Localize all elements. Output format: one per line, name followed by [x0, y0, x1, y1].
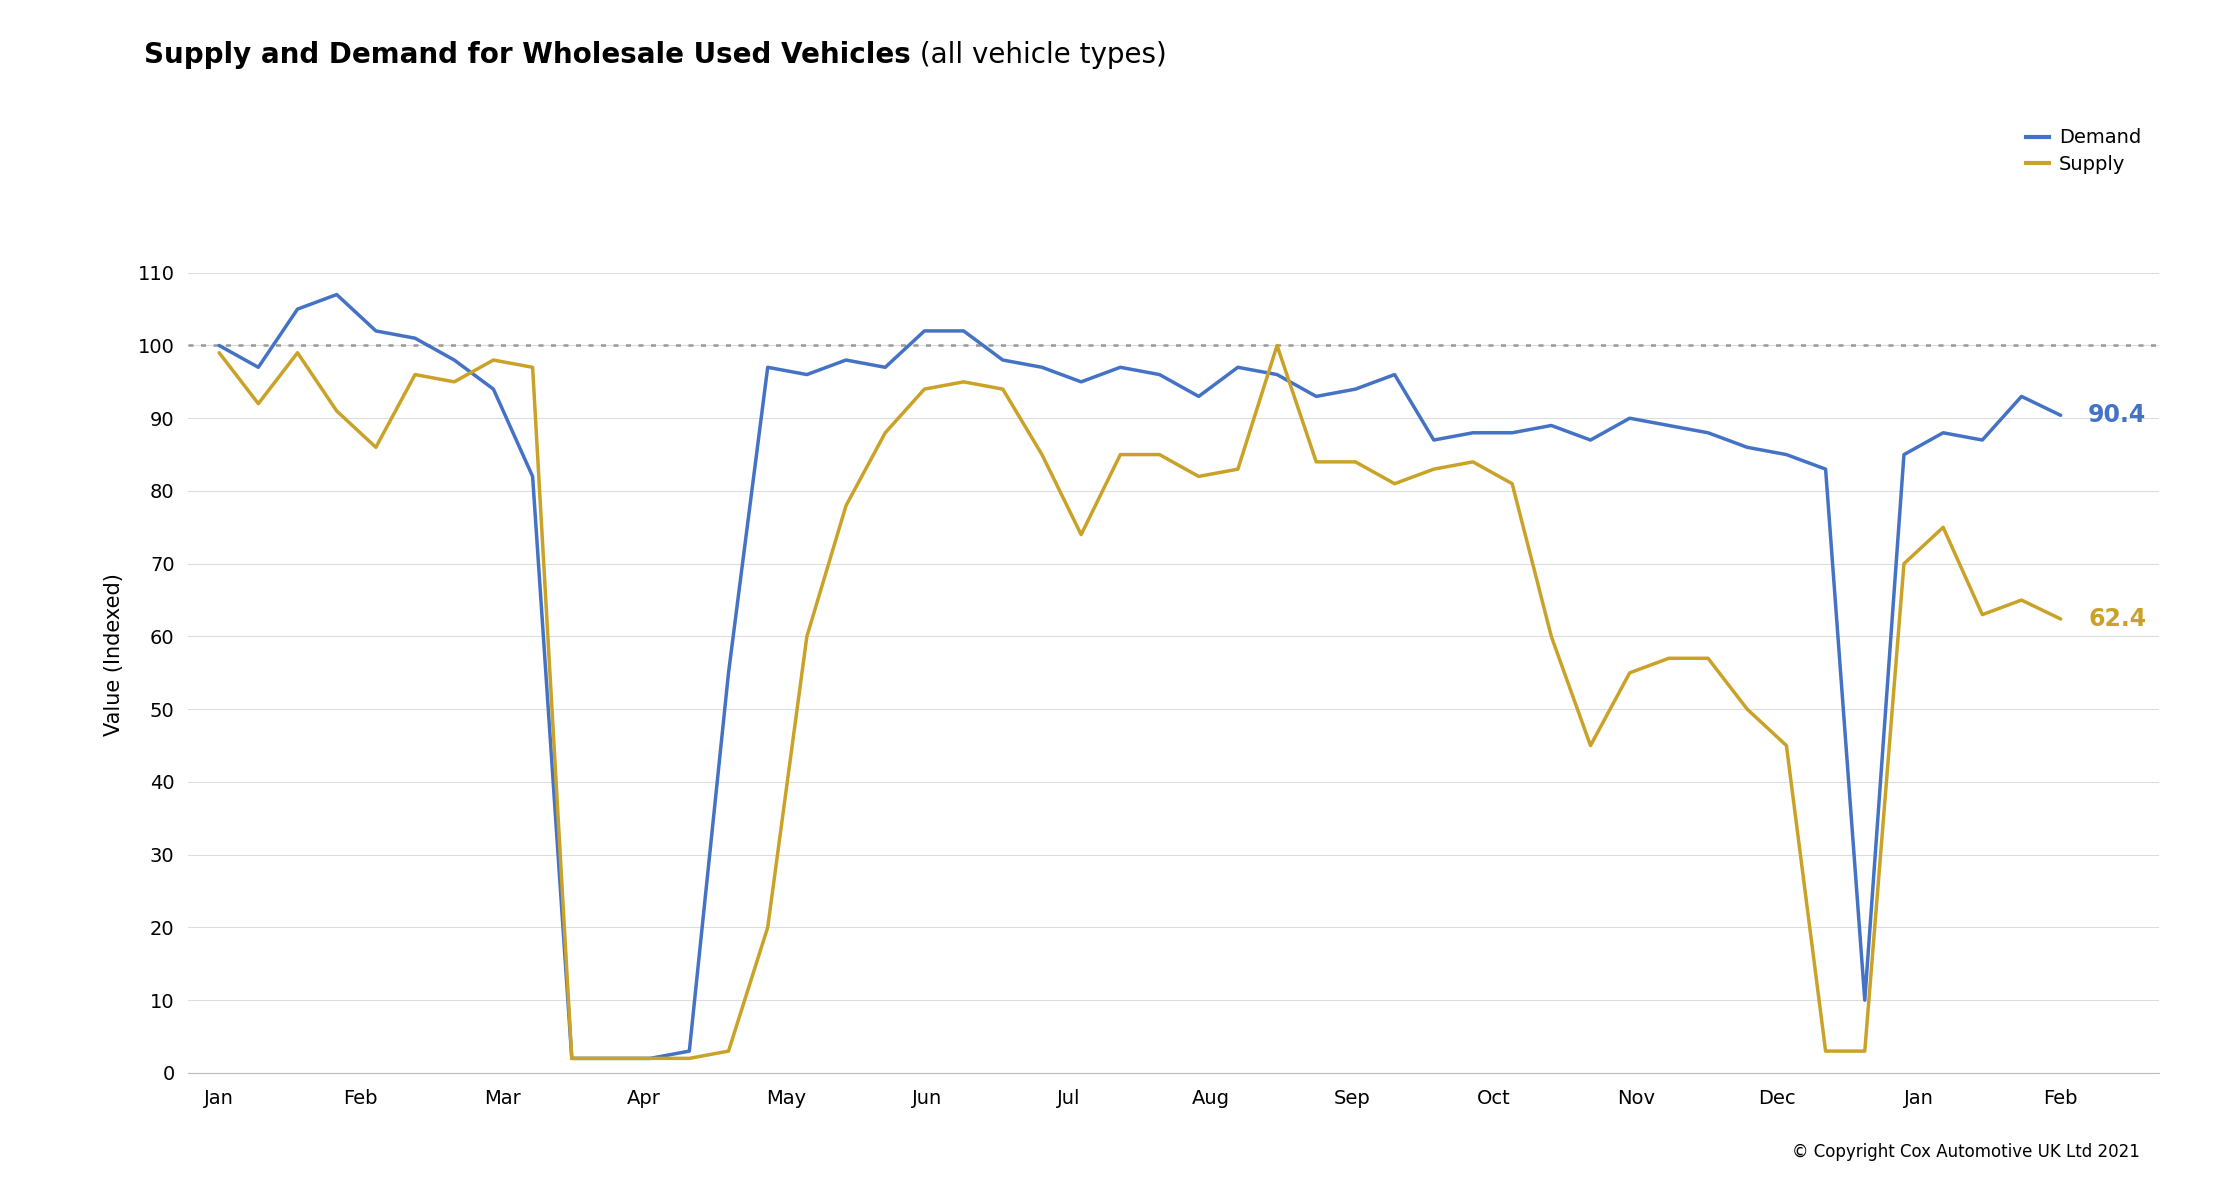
Text: 62.4: 62.4	[2087, 608, 2147, 631]
Y-axis label: Value (Indexed): Value (Indexed)	[104, 573, 124, 736]
Text: © Copyright Cox Automotive UK Ltd 2021: © Copyright Cox Automotive UK Ltd 2021	[1792, 1143, 2140, 1161]
Text: 90.4: 90.4	[2087, 403, 2147, 428]
Text: Supply and Demand for Wholesale Used Vehicles: Supply and Demand for Wholesale Used Veh…	[144, 41, 912, 70]
Legend: Demand, Supply: Demand, Supply	[2018, 121, 2149, 182]
Text: (all vehicle types): (all vehicle types)	[912, 41, 1167, 70]
